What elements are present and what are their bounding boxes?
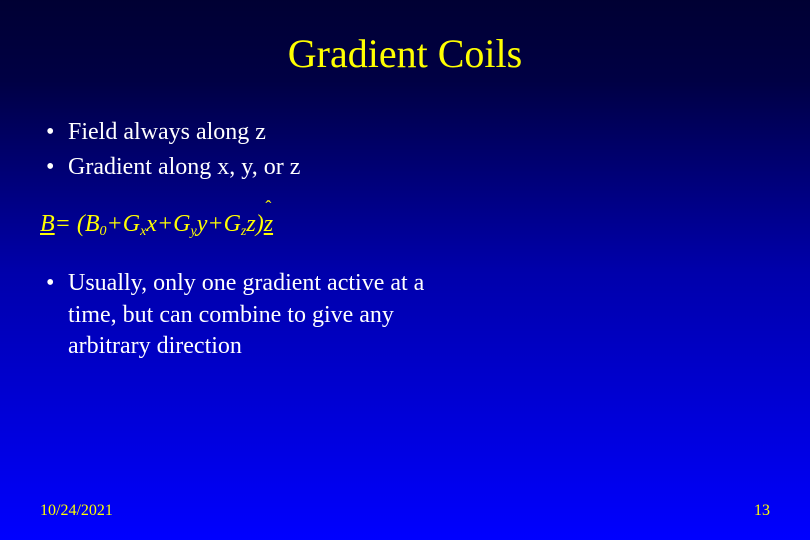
bullet-list-top: Field always along z Gradient along x, y…	[40, 117, 450, 183]
eq-Gy: G	[173, 211, 190, 238]
bullet-item: Gradient along x, y, or z	[40, 152, 450, 183]
slide-content: Field always along z Gradient along x, y…	[30, 117, 450, 362]
eq-z: z	[246, 211, 255, 238]
bullet-item: Field always along z	[40, 117, 450, 148]
bullet-item: Usually, only one gradient active at a t…	[40, 268, 450, 362]
slide-title: Gradient Coils	[30, 30, 780, 77]
footer-date: 10/24/2021	[40, 502, 113, 520]
eq-close: )	[256, 211, 264, 238]
bullet-list-bottom: Usually, only one gradient active at a t…	[40, 268, 450, 362]
eq-plus3: +	[207, 211, 223, 238]
eq-y: y	[197, 211, 208, 238]
eq-equals: = (	[55, 211, 85, 238]
eq-plus2: +	[157, 211, 173, 238]
slide: Gradient Coils Field always along z Grad…	[0, 0, 810, 540]
eq-Gx: G	[123, 211, 140, 238]
footer-page: 13	[754, 502, 770, 520]
eq-B: B	[40, 211, 55, 238]
eq-x: x	[146, 211, 157, 238]
eq-zhat: z	[264, 211, 273, 238]
eq-plus1: +	[107, 211, 123, 238]
eq-Gz: G	[224, 211, 241, 238]
slide-footer: 10/24/2021 13	[0, 502, 810, 520]
equation: B = (B0 + Gxx + Gyy + Gzz)z	[40, 211, 273, 240]
eq-B0: B	[85, 211, 100, 238]
eq-sub0: 0	[100, 224, 107, 239]
